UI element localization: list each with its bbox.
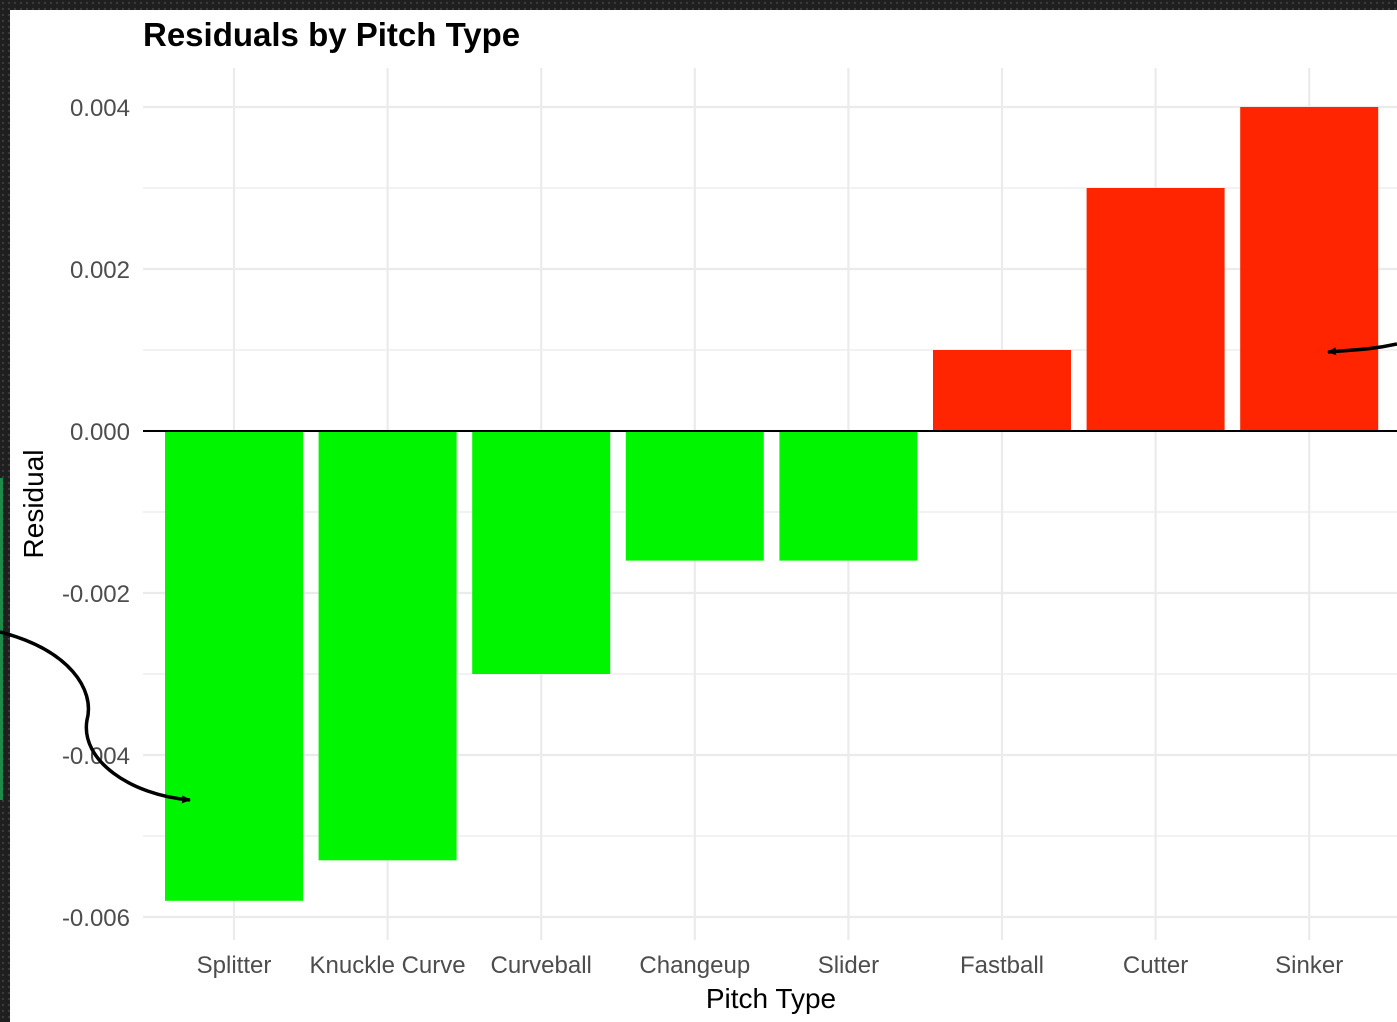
bar-splitter [165, 431, 303, 901]
x-tick-label: Cutter [1123, 952, 1188, 979]
bar-curveball [472, 431, 611, 674]
y-axis-title: Residual [18, 450, 49, 559]
label-layer: 0.0040.0020.000-0.002-0.004-0.006Splitte… [62, 95, 1343, 979]
x-tick-label: Sinker [1275, 952, 1343, 979]
x-axis-title: Pitch Type [706, 983, 836, 1014]
y-tick-label: -0.002 [62, 581, 130, 608]
bar-cutter [1086, 188, 1225, 431]
y-tick-label: -0.006 [62, 905, 130, 932]
y-tick-label: 0.002 [70, 257, 130, 284]
bar-knuckle-curve [318, 431, 457, 861]
y-tick-label: 0.000 [70, 419, 130, 446]
x-tick-label: Knuckle Curve [310, 952, 466, 979]
annotation-arrow-splitter [0, 630, 191, 804]
x-tick-label: Curveball [491, 952, 592, 979]
left-accent-strip [0, 478, 3, 800]
annotation-arrow-sinker [1327, 342, 1397, 356]
bar-slider [779, 431, 918, 561]
bar-layer [165, 107, 1379, 901]
x-tick-label: Changeup [639, 952, 750, 979]
bar-sinker [1240, 107, 1379, 431]
chart-title: Residuals by Pitch Type [143, 16, 520, 53]
y-tick-label: 0.004 [70, 95, 130, 122]
bar-changeup [625, 431, 764, 561]
bar-fastball [933, 350, 1071, 431]
x-tick-label: Splitter [197, 952, 272, 979]
x-tick-label: Slider [818, 952, 879, 979]
x-tick-label: Fastball [960, 952, 1044, 979]
